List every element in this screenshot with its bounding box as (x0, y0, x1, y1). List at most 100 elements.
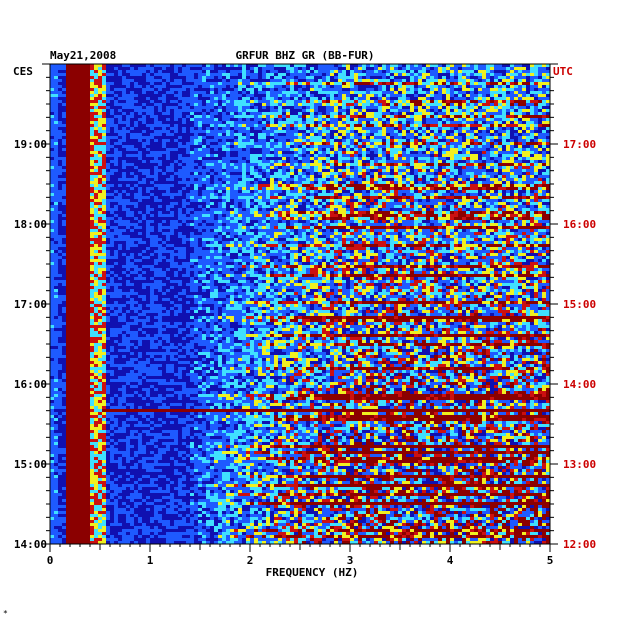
heatmap-cell (390, 133, 395, 137)
heatmap-cell (278, 112, 283, 116)
heatmap-cell (350, 127, 355, 131)
heatmap-cell (414, 154, 419, 158)
heatmap-cell (178, 154, 183, 158)
heatmap-cell (506, 103, 511, 107)
heatmap-cell (326, 76, 331, 80)
heatmap-cell (74, 127, 79, 131)
heatmap-cell (414, 124, 419, 128)
heatmap-cell (406, 160, 411, 164)
heatmap-cell (502, 136, 507, 140)
heatmap-cell (402, 178, 407, 182)
heatmap-cell (374, 118, 379, 122)
heatmap-cell (130, 181, 135, 185)
heatmap-cell (394, 76, 399, 80)
heatmap-cell (422, 79, 427, 83)
heatmap-cell (114, 175, 119, 179)
heatmap-cell (106, 82, 111, 86)
heatmap-cell (298, 175, 303, 179)
heatmap-cell (298, 94, 303, 98)
heatmap-cell (534, 100, 539, 104)
heatmap-cell (458, 91, 463, 95)
heatmap-cell (86, 67, 91, 71)
heatmap-cell (518, 70, 523, 74)
heatmap-cell (170, 91, 175, 95)
heatmap-cell (134, 169, 139, 173)
heatmap-cell (322, 157, 327, 161)
heatmap-cell (438, 169, 443, 173)
heatmap-cell (266, 166, 271, 170)
heatmap-cell (130, 151, 135, 155)
heatmap-cell (370, 88, 375, 92)
heatmap-cell (370, 121, 375, 125)
heatmap-cell (174, 148, 179, 152)
heatmap-cell (442, 64, 447, 68)
heatmap-cell (386, 82, 391, 86)
heatmap-cell (242, 106, 247, 110)
heatmap-cell (314, 115, 319, 119)
heatmap-cell (482, 118, 487, 122)
heatmap-cell (494, 70, 499, 74)
heatmap-cell (542, 151, 547, 155)
heatmap-cell (66, 139, 71, 143)
heatmap-cell (186, 118, 191, 122)
heatmap-cell (338, 127, 343, 131)
heatmap-cell (526, 85, 531, 89)
heatmap-cell (70, 181, 75, 185)
heatmap-cell (90, 64, 95, 68)
heatmap-cell (514, 136, 519, 140)
heatmap-cell (210, 112, 215, 116)
heatmap-cell (54, 106, 59, 110)
heatmap-cell (506, 88, 511, 92)
heatmap-cell (406, 151, 411, 155)
heatmap-cell (138, 139, 143, 143)
heatmap-cell (366, 118, 371, 122)
heatmap-cell (250, 172, 255, 176)
heatmap-cell (310, 133, 315, 137)
heatmap-cell (498, 118, 503, 122)
heatmap-cell (78, 136, 83, 140)
heatmap-cell (382, 151, 387, 155)
heatmap-cell (66, 109, 71, 113)
heatmap-cell (282, 97, 287, 101)
heatmap-cell (394, 124, 399, 128)
heatmap-cell (58, 121, 63, 125)
heatmap-cell (450, 133, 455, 137)
heatmap-cell (294, 148, 299, 152)
heatmap-cell (150, 151, 155, 155)
heatmap-cell (114, 97, 119, 101)
heatmap-cell (394, 118, 399, 122)
heatmap-cell (298, 88, 303, 92)
heatmap-cell (530, 166, 535, 170)
heatmap-cell (62, 115, 67, 119)
heatmap-cell (146, 139, 151, 143)
heatmap-cell (182, 82, 187, 86)
heatmap-cell (158, 82, 163, 86)
heatmap-cell (190, 115, 195, 119)
heatmap-cell (498, 151, 503, 155)
heatmap-cell (70, 160, 75, 164)
heatmap-cell (502, 106, 507, 110)
heatmap-cell (294, 157, 299, 161)
heatmap-cell (86, 103, 91, 107)
heatmap-cell (58, 166, 63, 170)
heatmap-cell (250, 70, 255, 74)
heatmap-cell (266, 70, 271, 74)
heatmap-cell (254, 136, 259, 140)
heatmap-cell (514, 124, 519, 128)
heatmap-cell (118, 178, 123, 182)
heatmap-cell (74, 79, 79, 83)
heatmap-cell (426, 115, 431, 119)
heatmap-cell (222, 112, 227, 116)
heatmap-cell (362, 151, 367, 155)
heatmap-cell (170, 64, 175, 68)
heatmap-cell (346, 136, 351, 140)
heatmap-cell (290, 100, 295, 104)
heatmap-cell (186, 76, 191, 80)
heatmap-cell (326, 172, 331, 176)
heatmap-cell (294, 67, 299, 71)
heatmap-cell (206, 163, 211, 167)
heatmap-cell (146, 97, 151, 101)
heatmap-cell (454, 106, 459, 110)
heatmap-cell (490, 157, 495, 161)
heatmap-cell (290, 130, 295, 134)
